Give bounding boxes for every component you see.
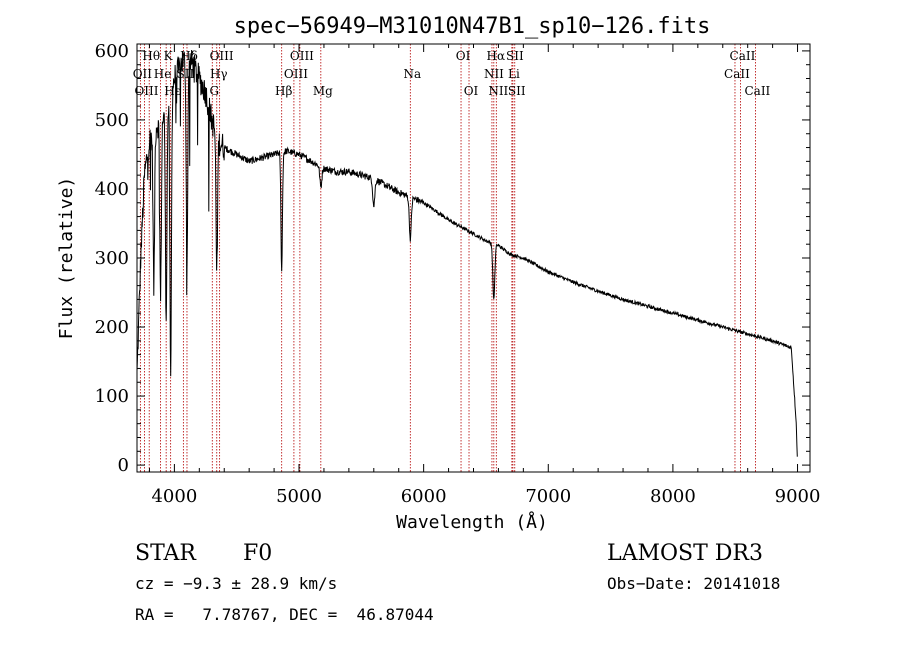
y-tick-label: 500 xyxy=(95,110,129,131)
survey-name: LAMOST DR3 xyxy=(607,541,763,566)
line-marker-label: OI xyxy=(456,49,471,63)
line-marker-label: OIII xyxy=(134,84,158,98)
x-tick-label: 8000 xyxy=(650,486,696,507)
ra-dec-coordinates: RA = 7.78767, DEC = 46.87044 xyxy=(135,605,434,624)
observation-date: Obs−Date: 20141018 xyxy=(607,574,780,593)
line-marker-label: OII xyxy=(133,67,153,81)
line-marker-label: CaII xyxy=(730,49,756,63)
line-marker-label: Hθ xyxy=(142,49,160,63)
x-axis-ticks: 4000 5000 6000 7000 8000 9000 xyxy=(148,44,821,507)
plot-frame xyxy=(136,43,811,473)
line-marker-label: NII xyxy=(484,67,504,81)
x-axis-label: Wavelength (Å) xyxy=(396,511,548,533)
y-tick-label: 100 xyxy=(95,386,129,407)
y-tick-label: 300 xyxy=(95,248,129,269)
line-marker-label: Na xyxy=(403,67,421,81)
line-marker-label: SII xyxy=(508,84,526,98)
x-tick-label: 6000 xyxy=(401,486,447,507)
line-marker-label: K xyxy=(164,49,174,63)
line-marker-label: SII xyxy=(506,49,524,63)
line-marker-label: NII xyxy=(488,84,508,98)
line-marker-label: OIII xyxy=(290,49,314,63)
object-subclass: F0 xyxy=(243,541,272,566)
spectrum-line xyxy=(136,49,798,457)
line-marker-label: G xyxy=(209,84,219,98)
line-marker-label: OI xyxy=(464,84,479,98)
line-marker-label: OIII xyxy=(284,67,308,81)
line-marker-label: OIII xyxy=(210,49,234,63)
y-tick-label: 600 xyxy=(95,41,129,62)
y-tick-label: 200 xyxy=(95,317,129,338)
x-tick-label: 7000 xyxy=(525,486,571,507)
line-marker-label: Li xyxy=(508,67,520,81)
line-marker-label: CaII xyxy=(744,84,770,98)
y-axis-label: Flux (relative) xyxy=(56,177,77,340)
y-tick-label: 400 xyxy=(95,179,129,200)
line-marker-label: He xyxy=(154,67,172,81)
emission-line-labels: HθOIIOIIIHeKHεSIIHδGHγOIIIHβOIIIOIIIMgNa… xyxy=(133,49,771,98)
redshift-cz: cz = −9.3 ± 28.9 km/s xyxy=(135,574,337,593)
emission-line-markers xyxy=(139,44,756,472)
x-tick-label: 5000 xyxy=(276,486,322,507)
y-axis-ticks: 0 100 200 300 400 500 600 xyxy=(95,41,810,476)
x-tick-label: 9000 xyxy=(775,486,821,507)
line-marker-label: Hγ xyxy=(210,67,228,81)
line-marker-label: Mg xyxy=(313,84,333,98)
line-marker-label: Hβ xyxy=(275,84,292,98)
y-tick-label: 0 xyxy=(118,455,129,476)
object-class: STAR xyxy=(135,541,197,566)
line-marker-label: Hα xyxy=(487,49,506,63)
chart-title: spec−56949−M31010N47B1_sp10−126.fits xyxy=(234,14,711,39)
line-marker-label: CaII xyxy=(724,67,750,81)
x-tick-label: 4000 xyxy=(151,486,197,507)
